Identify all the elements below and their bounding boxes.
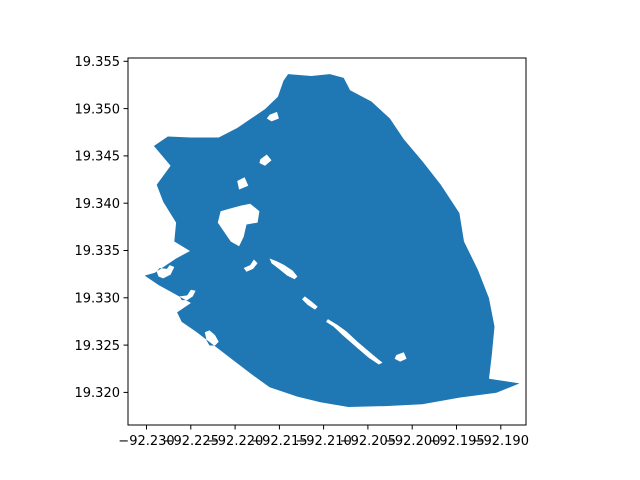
y-tick-label: 19.325 (75, 339, 121, 354)
x-tick-label: −92.200 (384, 434, 440, 449)
x-tick-label: −92.210 (295, 434, 351, 449)
x-tick-label: −92.205 (340, 434, 396, 449)
y-tick-label: 19.320 (75, 386, 121, 401)
map-layer (144, 74, 520, 407)
x-axis: −92.230 −92.225 −92.220 −92.215 −92.210 … (118, 425, 529, 449)
x-tick-label: −92.215 (251, 434, 307, 449)
y-tick-label: 19.340 (75, 197, 121, 212)
y-tick-label: 19.330 (75, 292, 121, 307)
x-tick-label: −92.195 (428, 434, 484, 449)
x-tick-label: −92.220 (207, 434, 263, 449)
y-tick-label: 19.350 (75, 102, 121, 117)
x-tick-label: −92.230 (118, 434, 174, 449)
axes-frame (127, 57, 527, 426)
x-tick-label: −92.190 (473, 434, 529, 449)
y-axis: 19.355 19.350 19.345 19.340 19.335 19.33… (75, 55, 128, 401)
y-tick-label: 19.345 (75, 150, 121, 165)
x-tick-label: −92.225 (163, 434, 219, 449)
y-tick-label: 19.355 (75, 55, 121, 70)
y-tick-label: 19.335 (75, 244, 121, 259)
region-shape (144, 74, 520, 407)
